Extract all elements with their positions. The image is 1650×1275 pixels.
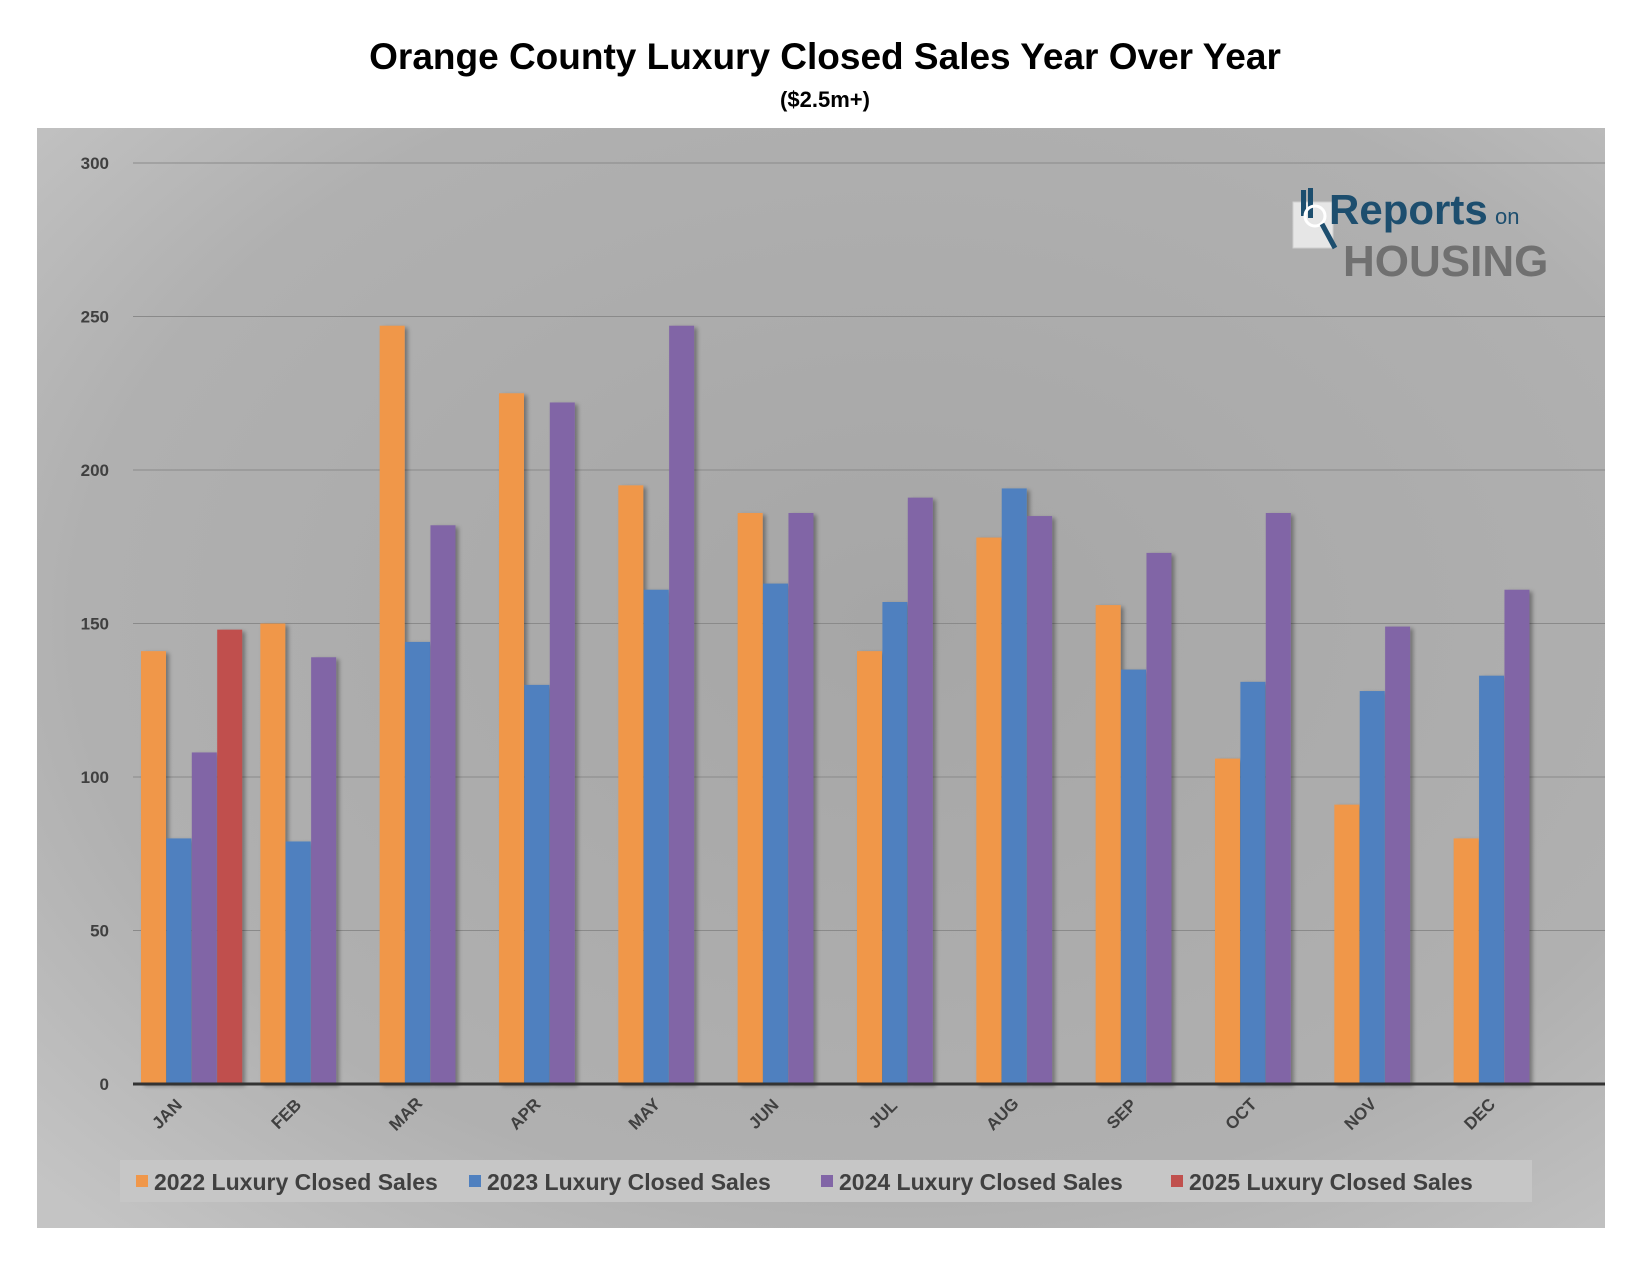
legend-label: 2023 Luxury Closed Sales [487, 1169, 771, 1195]
bar-oct-2023 [1240, 681, 1266, 1084]
bar-nov-2024 [1385, 626, 1411, 1084]
y-tick-label: 200 [81, 461, 109, 480]
bar-sep-2023 [1121, 669, 1147, 1084]
legend: 2022 Luxury Closed Sales 2023 Luxury Clos… [136, 1169, 1473, 1195]
chart-panel: 0 50 100 150 200 250 300 JAN FEB MAR APR MAY JUN JUL… [37, 128, 1605, 1228]
bar-mar-2022 [379, 325, 405, 1084]
bar-aug-2022 [976, 537, 1002, 1084]
chart-subtitle: ($2.5m+) [780, 87, 870, 112]
bar-jun-2023 [763, 583, 789, 1084]
bars [141, 325, 1530, 1085]
magnifier-icon [1292, 188, 1338, 250]
bar-mar-2024 [430, 525, 456, 1084]
logo-text-on: on [1495, 204, 1519, 229]
legend-swatch [1171, 1175, 1183, 1187]
bar-jan-2022 [141, 651, 166, 1084]
y-tick-label: 150 [81, 615, 109, 634]
bar-nov-2022 [1334, 804, 1360, 1084]
bar-feb-2024 [311, 657, 337, 1084]
logo-text-housing: HOUSING [1343, 237, 1548, 286]
bar-jun-2024 [788, 512, 814, 1084]
bar-apr-2022 [499, 393, 524, 1084]
bar-oct-2024 [1265, 512, 1291, 1084]
bar-feb-2023 [285, 841, 311, 1084]
y-tick-label: 50 [90, 922, 109, 941]
chart-title: Orange County Luxury Closed Sales Year O… [369, 36, 1281, 77]
bar-oct-2022 [1215, 758, 1240, 1084]
bar-jan-2023 [166, 838, 192, 1084]
bar-may-2022 [618, 485, 644, 1085]
bar-jan-2025 [217, 629, 243, 1084]
bar-sep-2022 [1095, 605, 1121, 1084]
bar-jun-2022 [737, 512, 763, 1084]
bar-dec-2024 [1504, 589, 1530, 1084]
bar-nov-2023 [1359, 691, 1385, 1084]
bar-jul-2024 [907, 497, 933, 1084]
bar-apr-2024 [549, 402, 575, 1085]
legend-swatch [469, 1175, 481, 1187]
y-axis-tick-labels: 0 50 100 150 200 250 300 [81, 154, 109, 1094]
legend-label: 2025 Luxury Closed Sales [1189, 1169, 1473, 1195]
bar-may-2024 [669, 325, 695, 1084]
bar-dec-2023 [1479, 675, 1505, 1084]
bar-jul-2023 [882, 602, 908, 1084]
y-tick-label: 100 [81, 768, 109, 787]
legend-swatch [821, 1175, 833, 1187]
bar-apr-2023 [524, 684, 550, 1084]
bar-aug-2023 [1001, 488, 1027, 1084]
legend-swatch [136, 1175, 148, 1187]
legend-label: 2022 Luxury Closed Sales [154, 1169, 438, 1195]
bar-mar-2023 [405, 641, 431, 1084]
legend-label: 2024 Luxury Closed Sales [839, 1169, 1123, 1195]
y-tick-label: 300 [81, 154, 109, 173]
bar-jan-2024 [191, 752, 217, 1084]
bar-may-2023 [643, 589, 669, 1084]
reports-on-housing-logo: Reports on HOUSING [1292, 186, 1548, 286]
logo-text-reports: Reports [1329, 186, 1488, 233]
bar-feb-2022 [260, 623, 286, 1084]
bar-aug-2024 [1027, 516, 1053, 1084]
bar-dec-2022 [1453, 838, 1479, 1084]
bar-jul-2022 [857, 651, 882, 1084]
y-tick-label: 0 [100, 1075, 109, 1094]
y-tick-label: 250 [81, 308, 109, 327]
bar-sep-2024 [1146, 552, 1172, 1084]
